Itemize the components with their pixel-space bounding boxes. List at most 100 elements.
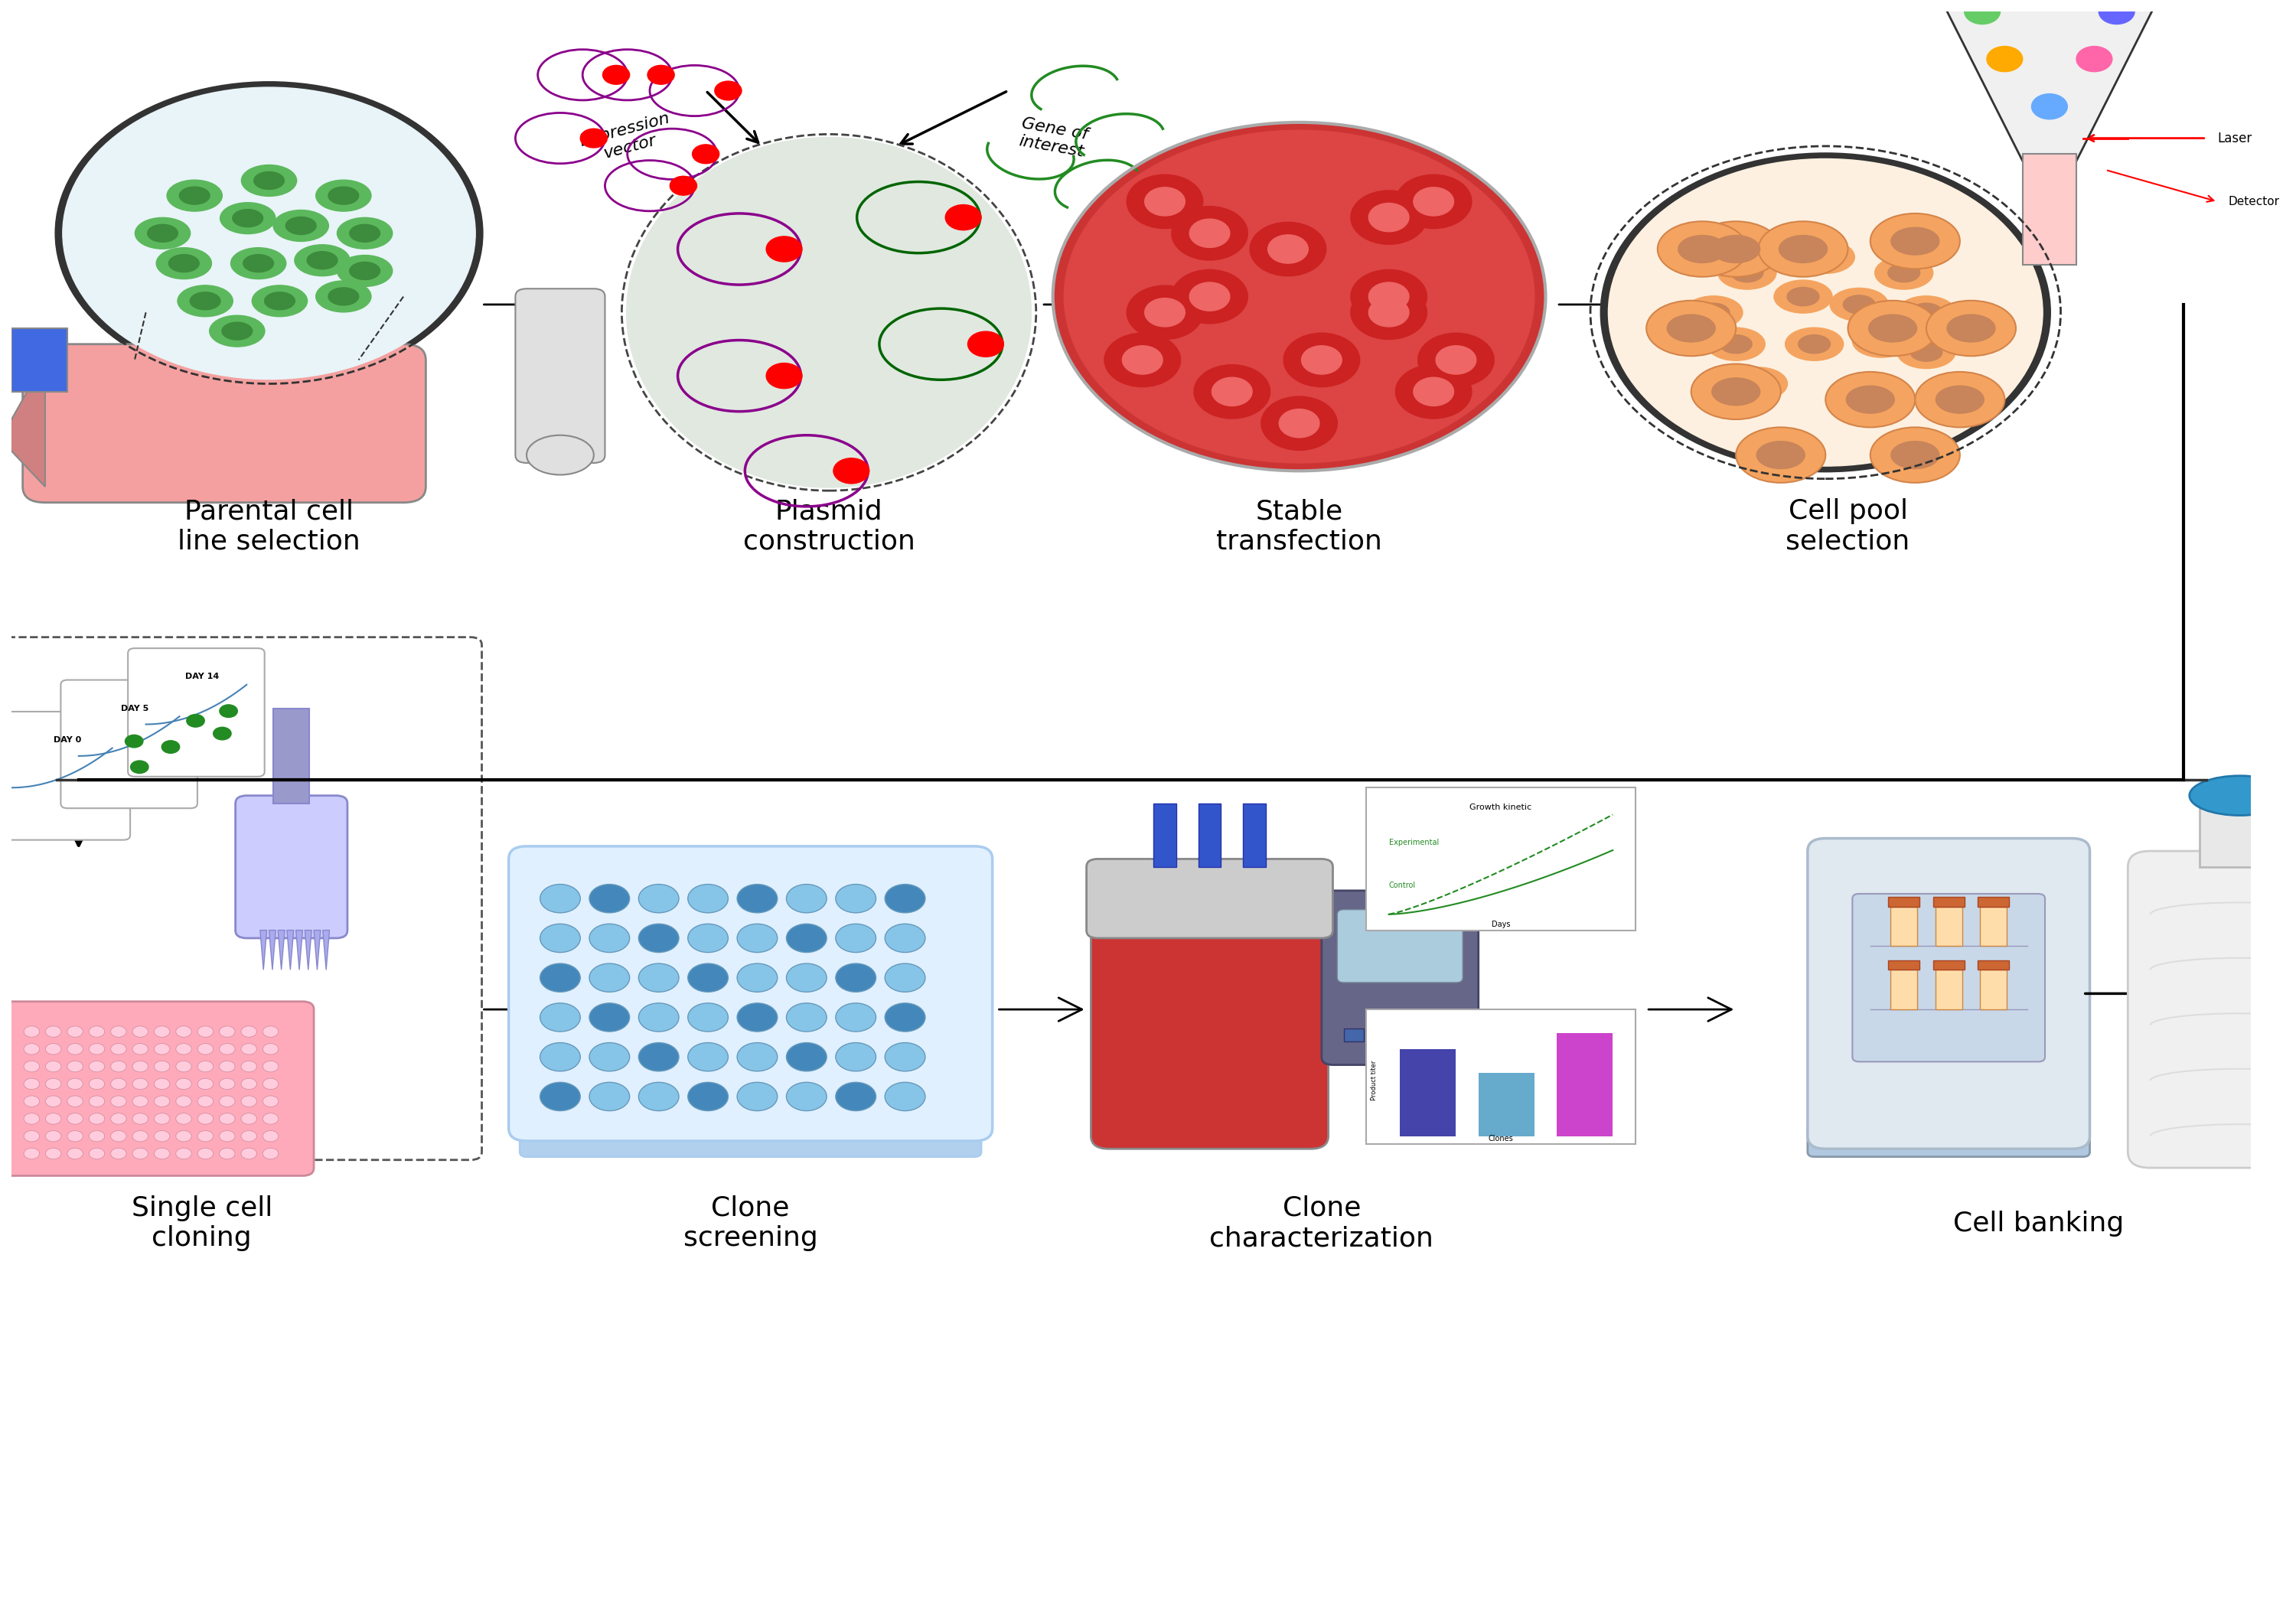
Text: Expression
vector: Expression vector xyxy=(579,111,677,166)
Polygon shape xyxy=(305,930,312,971)
Ellipse shape xyxy=(328,186,358,204)
Circle shape xyxy=(1267,235,1309,264)
Circle shape xyxy=(1435,346,1476,374)
Control xyxy=(1391,903,1419,922)
Circle shape xyxy=(1127,286,1203,339)
FancyBboxPatch shape xyxy=(60,680,197,808)
Text: Stable
transfection: Stable transfection xyxy=(1217,498,1382,554)
FancyBboxPatch shape xyxy=(519,1115,980,1157)
Circle shape xyxy=(46,1061,62,1072)
Control xyxy=(1453,892,1481,911)
Circle shape xyxy=(785,1043,827,1072)
Ellipse shape xyxy=(177,286,232,317)
Circle shape xyxy=(590,924,629,953)
Circle shape xyxy=(94,741,110,754)
Ellipse shape xyxy=(255,172,285,190)
Ellipse shape xyxy=(230,247,287,280)
Circle shape xyxy=(23,1078,39,1090)
Circle shape xyxy=(969,331,1003,357)
Circle shape xyxy=(638,1003,680,1032)
Circle shape xyxy=(177,1043,191,1054)
Circle shape xyxy=(197,1025,214,1037)
Ellipse shape xyxy=(349,225,379,243)
Control xyxy=(1382,905,1410,924)
Text: Control: Control xyxy=(1389,881,1417,889)
Circle shape xyxy=(154,1147,170,1159)
Circle shape xyxy=(2099,0,2135,24)
Text: Experimental: Experimental xyxy=(1389,839,1440,847)
Circle shape xyxy=(67,1131,83,1141)
Control xyxy=(1476,885,1504,905)
Ellipse shape xyxy=(1786,328,1844,360)
Circle shape xyxy=(1350,270,1426,323)
Circle shape xyxy=(833,458,870,484)
Ellipse shape xyxy=(1825,371,1915,427)
Circle shape xyxy=(23,1147,39,1159)
Control xyxy=(1490,881,1518,900)
Circle shape xyxy=(90,1114,106,1125)
Ellipse shape xyxy=(1711,235,1761,264)
Ellipse shape xyxy=(627,138,1031,487)
FancyBboxPatch shape xyxy=(23,344,425,503)
Polygon shape xyxy=(324,930,331,971)
FancyBboxPatch shape xyxy=(1807,839,2089,1149)
Ellipse shape xyxy=(338,256,393,286)
Circle shape xyxy=(220,738,239,750)
Ellipse shape xyxy=(294,244,349,276)
Circle shape xyxy=(767,363,801,389)
Circle shape xyxy=(225,739,243,752)
Ellipse shape xyxy=(1756,440,1805,469)
Bar xyxy=(1977,961,2009,969)
Circle shape xyxy=(689,1082,728,1110)
Circle shape xyxy=(220,1147,234,1159)
Bar xyxy=(1890,906,1917,947)
Control xyxy=(1538,865,1566,884)
Ellipse shape xyxy=(1864,331,1896,350)
Ellipse shape xyxy=(1678,235,1727,264)
Circle shape xyxy=(67,1114,83,1125)
Bar xyxy=(1424,1028,1444,1041)
Circle shape xyxy=(1104,333,1180,387)
Circle shape xyxy=(46,1078,62,1090)
Circle shape xyxy=(46,1025,62,1037)
Control xyxy=(1428,897,1456,916)
Circle shape xyxy=(67,1147,83,1159)
Ellipse shape xyxy=(168,180,223,211)
Control xyxy=(1591,844,1619,863)
Control xyxy=(1522,871,1550,890)
Polygon shape xyxy=(259,930,266,971)
Circle shape xyxy=(737,1082,778,1110)
Circle shape xyxy=(1054,122,1545,471)
Circle shape xyxy=(836,884,877,913)
Control xyxy=(1460,890,1488,910)
Control xyxy=(1513,873,1541,892)
Control xyxy=(1561,857,1589,876)
Ellipse shape xyxy=(285,217,317,235)
FancyBboxPatch shape xyxy=(1853,893,2046,1062)
Circle shape xyxy=(46,1096,62,1107)
Ellipse shape xyxy=(253,286,308,317)
Circle shape xyxy=(220,1061,234,1072)
Ellipse shape xyxy=(338,217,393,249)
Circle shape xyxy=(154,1131,170,1141)
Circle shape xyxy=(689,1043,728,1072)
Text: Clone
characterization: Clone characterization xyxy=(1210,1196,1433,1252)
Circle shape xyxy=(1368,299,1410,326)
Circle shape xyxy=(1302,346,1341,374)
Circle shape xyxy=(262,1096,278,1107)
Ellipse shape xyxy=(1915,371,2004,427)
Circle shape xyxy=(90,1078,106,1090)
Circle shape xyxy=(23,1043,39,1054)
Circle shape xyxy=(152,765,170,776)
Circle shape xyxy=(647,66,675,84)
Ellipse shape xyxy=(1890,227,1940,256)
Circle shape xyxy=(46,1114,62,1125)
Circle shape xyxy=(689,924,728,953)
Text: Single cell
cloning: Single cell cloning xyxy=(131,1196,273,1252)
Circle shape xyxy=(1350,286,1426,339)
Circle shape xyxy=(689,884,728,913)
Circle shape xyxy=(590,1043,629,1072)
Circle shape xyxy=(262,1043,278,1054)
Ellipse shape xyxy=(1775,280,1832,313)
Circle shape xyxy=(836,1082,877,1110)
